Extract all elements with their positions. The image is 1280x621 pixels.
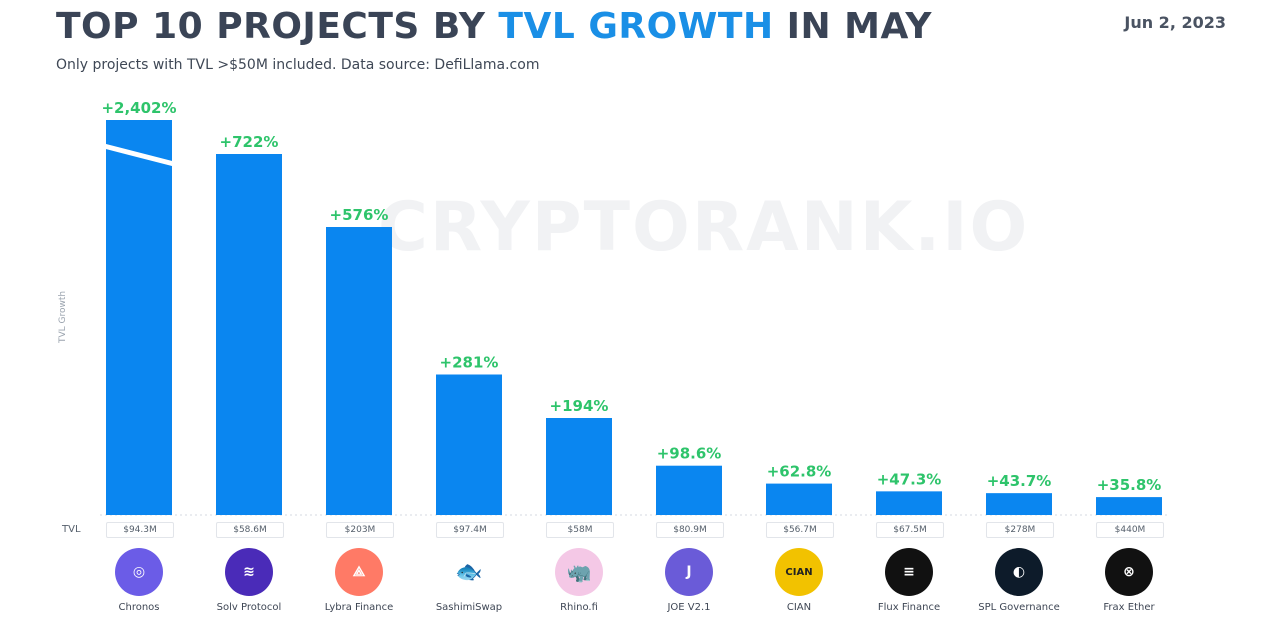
project-column: CIAN CIAN xyxy=(744,538,854,613)
value-label: +47.3% xyxy=(877,470,942,488)
bar-spl-governance xyxy=(986,493,1052,515)
bar-cian xyxy=(766,483,832,515)
value-label: +281% xyxy=(440,354,499,372)
value-label: +194% xyxy=(550,397,609,415)
sashimi-icon: 🐟 xyxy=(445,548,493,596)
project-column: ≡ Flux Finance xyxy=(854,538,964,613)
chronos-icon: ◎ xyxy=(115,548,163,596)
tvl-value: $440M xyxy=(1096,522,1164,538)
bar-flux-finance xyxy=(876,491,942,515)
project-column: ◐ SPL Governance xyxy=(964,538,1074,613)
project-name: Flux Finance xyxy=(877,602,941,613)
project-name: SashimiSwap xyxy=(435,602,503,613)
value-label: +62.8% xyxy=(767,463,832,481)
date: Jun 2, 2023 xyxy=(1124,13,1226,32)
tvl-value: $58M xyxy=(546,522,614,538)
bar-chronos xyxy=(106,120,172,515)
frax-icon: ⊗ xyxy=(1105,548,1153,596)
spl-icon: ◐ xyxy=(995,548,1043,596)
project-name: Chronos xyxy=(118,602,160,613)
bar-joe-v2-1 xyxy=(656,465,722,515)
project-column: 🐟 SashimiSwap xyxy=(414,538,524,613)
solv-icon: ≋ xyxy=(225,548,273,596)
project-name: SPL Governance xyxy=(978,602,1060,613)
project-name: CIAN xyxy=(786,602,812,613)
project-name: Lybra Finance xyxy=(324,602,394,613)
value-label: +98.6% xyxy=(657,445,722,463)
project-name: Solv Protocol xyxy=(216,602,282,613)
project-column: J JOE V2.1 xyxy=(634,538,744,613)
subtitle: Only projects with TVL >$50M included. D… xyxy=(56,57,540,73)
tvl-value: $67.5M xyxy=(876,522,944,538)
rhino-icon: 🦏 xyxy=(555,548,603,596)
value-label: +2,402% xyxy=(101,99,176,117)
bar-solv-protocol xyxy=(216,154,282,515)
project-column: ≋ Solv Protocol xyxy=(194,538,304,613)
project-name: Frax Ether xyxy=(1103,602,1155,613)
project-name: JOE V2.1 xyxy=(667,602,711,613)
tvl-value: $80.9M xyxy=(656,522,724,538)
tvl-value: $94.3M xyxy=(106,522,174,538)
title-part-2: IN MAY xyxy=(773,6,932,47)
bar-lybra-finance xyxy=(326,227,392,515)
value-label: +576% xyxy=(330,206,389,224)
bar-frax-ether xyxy=(1096,497,1162,515)
tvl-value: $203M xyxy=(326,522,394,538)
tvl-value: $278M xyxy=(986,522,1054,538)
title-highlight: TVL GROWTH xyxy=(498,6,774,47)
bar-rhino-fi xyxy=(546,418,612,515)
value-label: +43.7% xyxy=(987,472,1052,490)
tvl-value: $58.6M xyxy=(216,522,284,538)
tvl-value: $56.7M xyxy=(766,522,834,538)
value-label: +35.8% xyxy=(1097,476,1162,494)
joe-icon: J xyxy=(665,548,713,596)
page-title: TOP 10 PROJECTS BY TVL GROWTH IN MAY xyxy=(56,6,932,47)
tvl-row-label: TVL xyxy=(62,524,81,535)
project-column: ⟁ Lybra Finance xyxy=(304,538,414,613)
value-label: +722% xyxy=(220,133,279,151)
tvl-value: $97.4M xyxy=(436,522,504,538)
title-part-1: TOP 10 PROJECTS BY xyxy=(56,6,499,47)
bar-sashimiswap xyxy=(436,374,502,515)
axis-break-mark xyxy=(103,143,175,167)
lybra-icon: ⟁ xyxy=(335,548,383,596)
project-column: ⊗ Frax Ether xyxy=(1074,538,1184,613)
project-column: ◎ Chronos xyxy=(84,538,194,613)
flux-icon: ≡ xyxy=(885,548,933,596)
cian-icon: CIAN xyxy=(775,548,823,596)
project-name: Rhino.fi xyxy=(560,602,598,613)
project-column: 🦏 Rhino.fi xyxy=(524,538,634,613)
